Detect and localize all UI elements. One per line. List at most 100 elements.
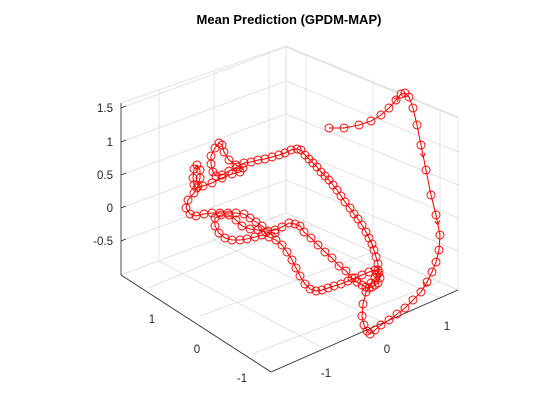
data-point-marker [369, 245, 379, 255]
data-point-marker [426, 190, 436, 200]
z-tick-labels: 1.5 1 0.5 0 -0.5 [93, 103, 113, 248]
back-grid [120, 45, 459, 373]
data-point-marker [313, 240, 323, 250]
data-point-marker [261, 227, 271, 237]
data-point-marker [373, 259, 383, 269]
data-point-marker [290, 219, 300, 229]
right-tick-label: 0 [384, 344, 390, 356]
data-point-marker [188, 173, 198, 183]
grid-z-0 [120, 146, 459, 219]
right-axis-line [270, 289, 459, 373]
data-point-marker [370, 280, 380, 290]
data-point-marker [195, 173, 205, 183]
z-tickmark [120, 205, 127, 209]
data-point-marker [416, 287, 426, 297]
data-point-marker [232, 162, 242, 172]
data-point-marker [267, 152, 277, 162]
data-point-marker [227, 169, 237, 179]
left-tick-label: -1 [237, 373, 247, 385]
data-point-marker [327, 253, 337, 263]
right-tick-labels: -1 0 1 [321, 321, 450, 380]
data-point-marker [421, 165, 431, 175]
data-point-marker [359, 320, 369, 330]
data-point-marker [300, 279, 310, 289]
data-point-marker [292, 144, 302, 154]
data-point-marker [340, 197, 350, 207]
data-point-marker [253, 225, 263, 235]
data-point-marker [217, 170, 227, 180]
z-tick-label: 1 [107, 137, 113, 149]
grid-z-1 [120, 80, 459, 153]
data-point-marker [352, 277, 362, 287]
data-point-marker [367, 239, 377, 249]
data-point-marker [336, 191, 346, 201]
grid-z-m0p5 [120, 179, 459, 252]
data-point-marker [320, 247, 330, 257]
data-point-marker [181, 203, 191, 213]
left-tick-label: 1 [149, 314, 155, 326]
data-point-marker [193, 181, 203, 191]
data-point-marker [376, 110, 386, 120]
data-point-marker [217, 140, 227, 150]
data-point-marker [384, 103, 394, 113]
data-point-marker [370, 265, 380, 275]
data-point-marker [324, 123, 334, 133]
data-point-marker [214, 138, 224, 148]
data-point-marker [270, 228, 280, 238]
z-tickmark [120, 105, 127, 109]
data-point-marker [317, 285, 327, 295]
data-point-marker [237, 221, 247, 231]
data-point-marker [435, 230, 445, 240]
data-point-marker [231, 215, 241, 225]
data-point-marker [371, 252, 381, 262]
data-point-marker [391, 95, 401, 105]
z-tick-label: 0.5 [97, 170, 113, 182]
data-point-marker [396, 89, 406, 99]
axes-lines [120, 103, 459, 373]
data-point-marker [434, 245, 444, 255]
data-point-marker [431, 257, 441, 267]
z-tickmark [120, 238, 127, 242]
data-point-marker [408, 295, 418, 305]
data-point-marker [365, 329, 375, 339]
data-point-marker [219, 147, 229, 157]
data-point-marker [373, 278, 383, 288]
data-point-marker [214, 228, 224, 238]
data-point-marker [253, 155, 263, 165]
data-point-marker [291, 263, 301, 273]
data-point-marker [251, 217, 261, 227]
data-point-marker [239, 158, 249, 168]
data-point-marker [357, 220, 367, 230]
floor-grid-e [199, 251, 374, 317]
z-tick-label: 1.5 [97, 103, 113, 115]
data-point-marker [295, 221, 305, 231]
data-point-marker [392, 309, 402, 319]
data-point-marker [306, 233, 316, 243]
data-point-marker [361, 227, 371, 237]
data-point-marker [329, 281, 339, 291]
data-point-marker [207, 178, 217, 188]
data-point-marker [354, 120, 364, 130]
z-tickmark [120, 172, 127, 176]
left-tick-labels: 1 0 -1 [149, 314, 247, 385]
data-point-marker [408, 103, 418, 113]
data-point-marker [280, 148, 290, 158]
data-point-marker [235, 167, 245, 177]
z-tick-label: -0.5 [93, 236, 113, 248]
data-point-marker [358, 299, 368, 309]
floor-grid-b [213, 239, 385, 324]
floor-grid-a [158, 260, 326, 350]
chart-title: Mean Prediction (GPDM-MAP) [197, 12, 382, 27]
data-point-marker [412, 120, 422, 130]
data-point-marker [334, 261, 344, 271]
data-point-marker [239, 209, 249, 219]
data-point-marker [375, 273, 385, 283]
data-point-marker [274, 150, 284, 160]
data-point-marker [311, 286, 321, 296]
data-point-marker [242, 234, 252, 244]
grid-z-0p5 [120, 113, 459, 186]
data-point-marker [286, 145, 296, 155]
data-point-marker [192, 183, 202, 193]
